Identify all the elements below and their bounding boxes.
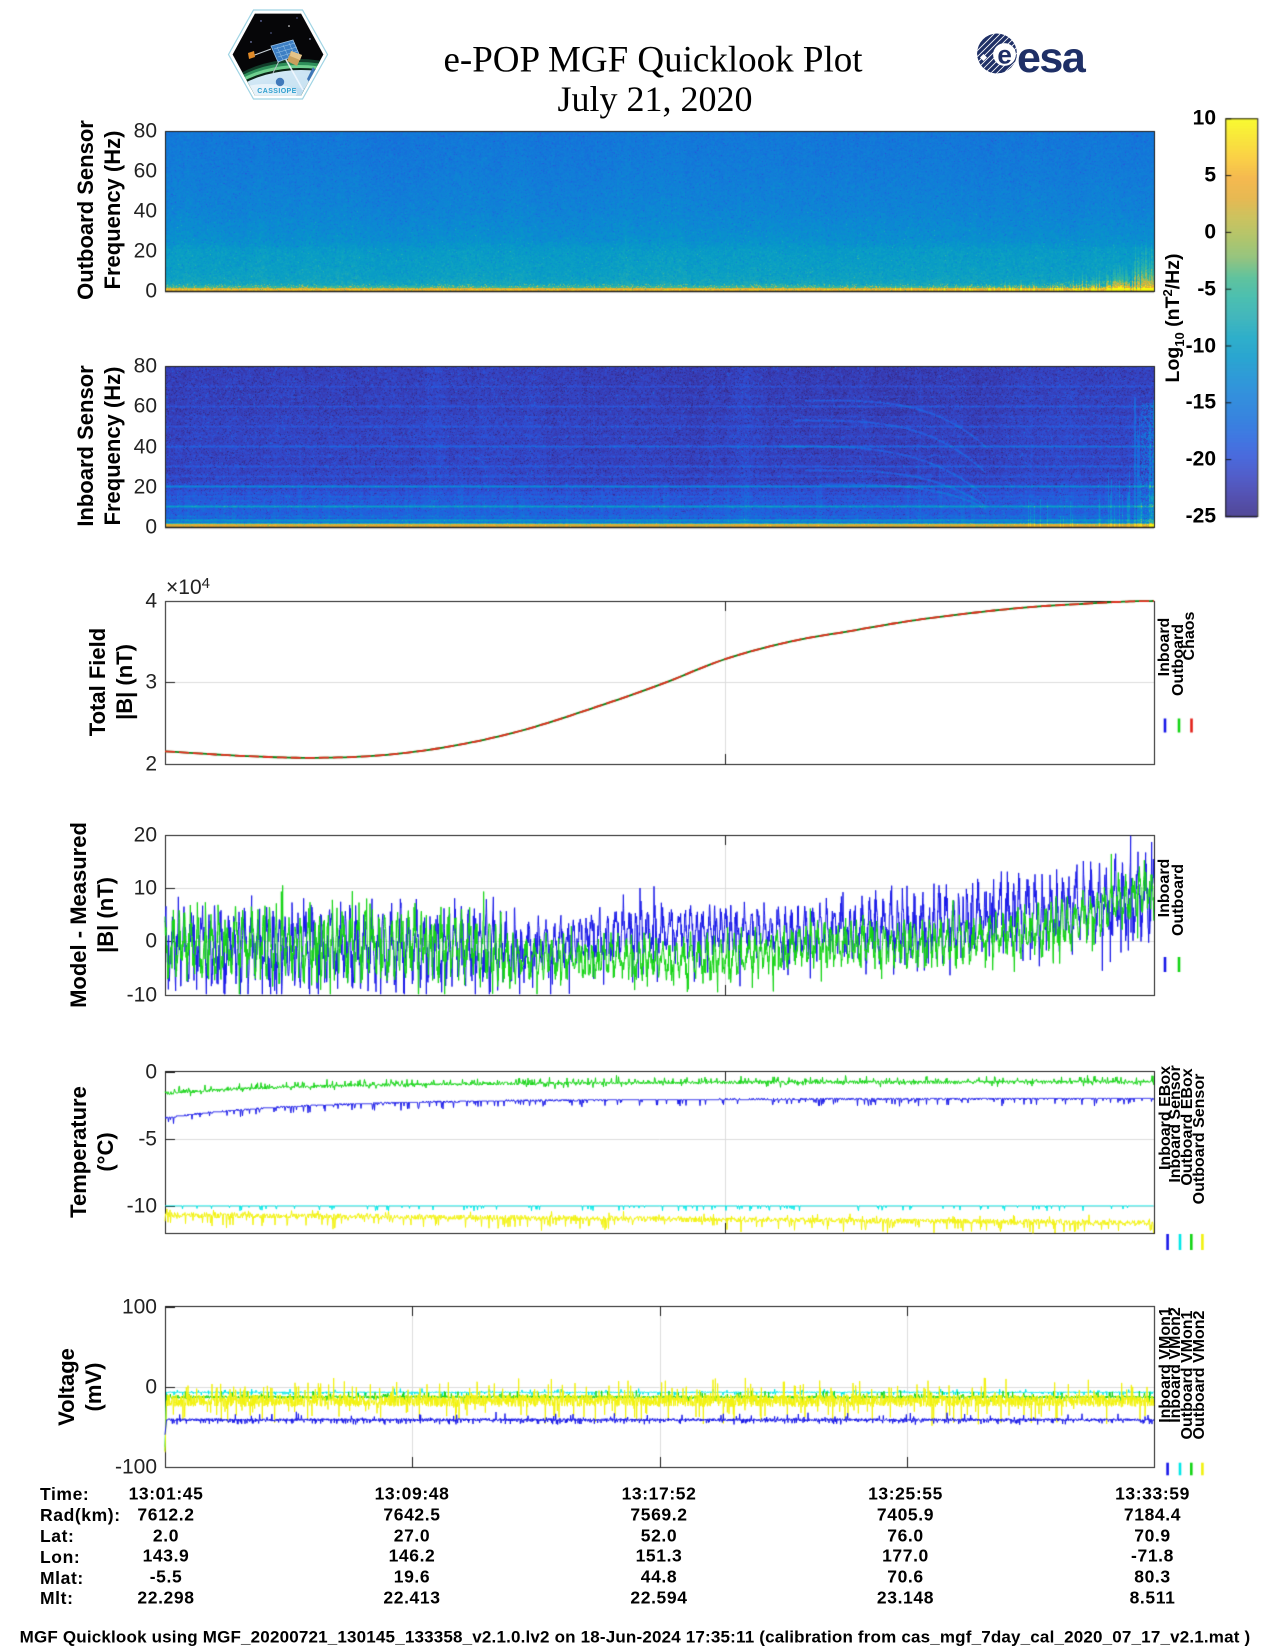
svg-text:e: e [997,40,1011,70]
svg-text:CASSIOPE: CASSIOPE [257,88,296,95]
svg-text:esa: esa [1017,34,1087,75]
